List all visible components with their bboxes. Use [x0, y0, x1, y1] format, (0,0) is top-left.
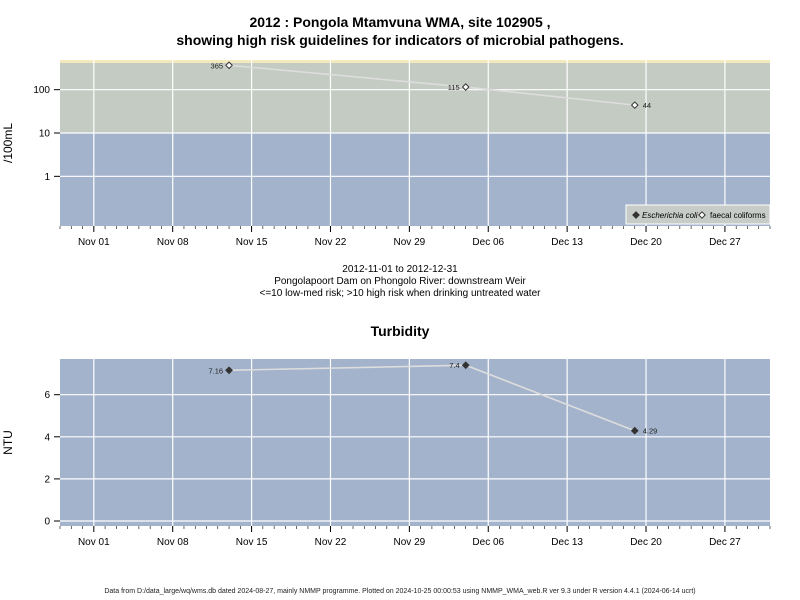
legend-label-faecal: faecal coliforms [710, 211, 766, 220]
turbidity-title: Turbidity [370, 323, 430, 339]
x-tick-label: Nov 15 [236, 537, 268, 548]
turbidity-chart: Nov 01 Nov 08 Nov 15 Nov 22 Nov 29 Dec 06 Dec … [1, 359, 771, 548]
y-tick-label: 1 [44, 172, 50, 183]
microbial-chart: Nov 01 Nov 08 Nov 15 Nov 22 Nov 29 Dec 06 Dec … [1, 60, 771, 248]
x-tick-label: Dec 20 [630, 237, 662, 248]
site-description: Pongolapoort Dam on Phongolo River: down… [274, 276, 526, 287]
data-label: 4.29 [643, 427, 658, 436]
x-tick-label: Nov 15 [236, 237, 268, 248]
data-point [630, 426, 639, 435]
x-tick-label: Nov 29 [394, 537, 426, 548]
x-tick-label: Nov 08 [157, 537, 189, 548]
y-axis-label: /100mL [1, 123, 15, 163]
x-tick-label: Nov 22 [315, 237, 347, 248]
x-tick-label: Nov 22 [315, 537, 347, 548]
x-tick-label: Dec 13 [551, 537, 583, 548]
x-tick-label: Nov 01 [78, 537, 110, 548]
x-tick-label: Dec 06 [472, 537, 504, 548]
x-tick-label: Dec 13 [551, 237, 583, 248]
x-tick-label: Dec 27 [709, 537, 741, 548]
legend-label-ecoli: Escherichia coli [642, 211, 698, 220]
y-tick-label: 6 [44, 390, 50, 401]
legend-marker-ecoli [632, 211, 640, 219]
plot-background [60, 359, 770, 526]
data-point [461, 83, 470, 91]
risk-note: <=10 low-med risk; >10 high risk when dr… [259, 288, 541, 299]
y-tick-label: 4 [44, 432, 50, 443]
legend: Escherichia coli faecal coliforms [625, 204, 771, 225]
data-label: 44 [643, 101, 651, 110]
data-label: 7.16 [208, 366, 223, 375]
data-label: 115 [448, 83, 460, 92]
x-tick-label: Dec 06 [472, 237, 504, 248]
x-tick-label: Nov 29 [394, 237, 426, 248]
data-point [225, 61, 233, 70]
chart-title-line2: showing high risk guidelines for indicat… [176, 32, 624, 48]
high-risk-band [60, 60, 770, 133]
date-range: 2012-11-01 to 2012-12-31 [342, 264, 458, 275]
y-tick-label: 2 [44, 474, 50, 485]
data-point [630, 101, 639, 110]
data-label: 365 [211, 61, 224, 70]
top-strip [60, 60, 770, 63]
y-tick-label: 10 [39, 129, 51, 140]
footer-note: Data from D:/data_large/wq/wms.db dated … [104, 588, 696, 595]
data-label: 7.4 [449, 361, 459, 370]
x-tick-label: Nov 01 [78, 237, 110, 248]
y-axis-label: NTU [1, 430, 15, 455]
x-tick-label: Dec 27 [709, 237, 741, 248]
y-tick-label: 0 [44, 517, 50, 528]
legend-marker-faecal [698, 211, 706, 219]
data-point [225, 366, 233, 375]
y-tick-label: 100 [33, 85, 50, 96]
data-point [461, 361, 470, 370]
x-tick-label: Dec 20 [630, 537, 662, 548]
x-tick-label: Nov 08 [157, 237, 189, 248]
legend-box [625, 204, 771, 225]
chart-title-line1: 2012 : Pongola Mtamvuna WMA, site 102905… [249, 14, 551, 30]
